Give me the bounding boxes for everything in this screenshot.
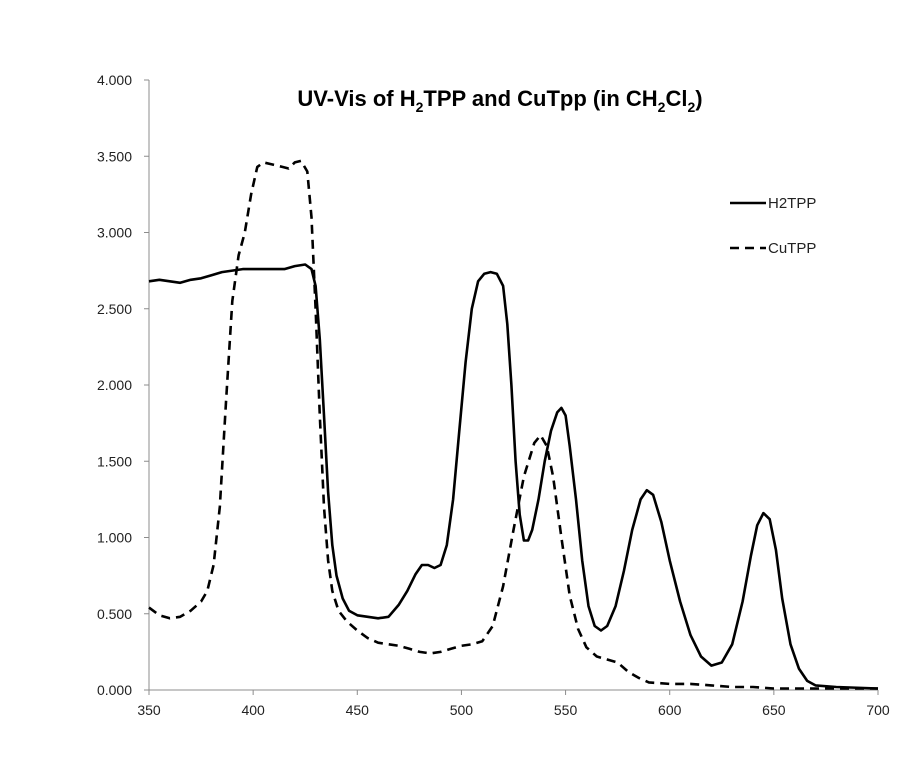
chart-title: UV-Vis of H2TPP and CuTpp (in CH2Cl2) <box>297 86 702 115</box>
y-tick-label: 1.000 <box>97 530 132 546</box>
y-tick-label: 4.000 <box>97 72 132 88</box>
x-tick-label: 650 <box>762 702 786 718</box>
legend: H2TPP CuTPP <box>730 195 816 257</box>
title-part: ) <box>695 86 702 111</box>
x-tick-label: 450 <box>346 702 370 718</box>
x-tick-label: 550 <box>554 702 578 718</box>
title-part: 2 <box>416 99 424 115</box>
x-tick-label: 700 <box>866 702 890 718</box>
y-tick-label: 2.500 <box>97 301 132 317</box>
series-line-h2tpp <box>148 263 879 690</box>
y-tick-label: 3.000 <box>97 225 132 241</box>
x-tick-label: 350 <box>137 702 161 718</box>
x-tick-label: 400 <box>241 702 265 718</box>
y-tick-label: 1.500 <box>97 453 132 469</box>
y-tick-label: 0.500 <box>97 606 132 622</box>
legend-label-cutpp: CuTPP <box>768 240 816 257</box>
y-tick-label: 0.000 <box>97 682 132 698</box>
x-tick-label: 500 <box>450 702 474 718</box>
title-part: UV-Vis of H <box>297 86 415 111</box>
y-tick-label: 2.000 <box>97 377 132 393</box>
title-part: Cl <box>665 86 687 111</box>
series-line-cutpp <box>148 159 878 690</box>
axes: 0.000 0.500 1.000 1.500 2.000 2.500 3.000 3.500… <box>97 72 890 718</box>
y-tick-label: 3.500 <box>97 148 132 164</box>
series-layer <box>148 159 879 690</box>
title-part: 2 <box>658 99 666 115</box>
title-part: TPP and CuTpp (in CH <box>423 86 657 111</box>
legend-label-h2tpp: H2TPP <box>768 195 816 212</box>
x-tick-label: 600 <box>658 702 682 718</box>
title-part: 2 <box>687 99 695 115</box>
